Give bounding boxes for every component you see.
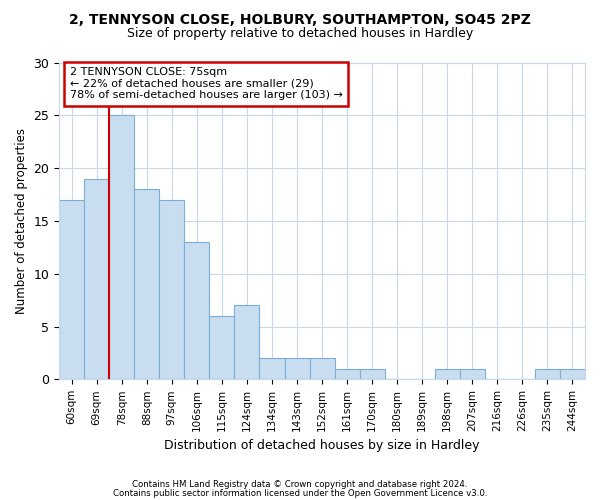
Bar: [535, 369, 560, 380]
Y-axis label: Number of detached properties: Number of detached properties: [15, 128, 28, 314]
Bar: [310, 358, 335, 380]
Text: Size of property relative to detached houses in Hardley: Size of property relative to detached ho…: [127, 28, 473, 40]
Bar: [184, 242, 209, 380]
Bar: [259, 358, 284, 380]
Bar: [359, 369, 385, 380]
Text: Contains HM Land Registry data © Crown copyright and database right 2024.: Contains HM Land Registry data © Crown c…: [132, 480, 468, 489]
Bar: [235, 306, 259, 380]
Text: 2, TENNYSON CLOSE, HOLBURY, SOUTHAMPTON, SO45 2PZ: 2, TENNYSON CLOSE, HOLBURY, SOUTHAMPTON,…: [69, 12, 531, 26]
Bar: [209, 316, 235, 380]
Bar: [460, 369, 485, 380]
Text: Contains public sector information licensed under the Open Government Licence v3: Contains public sector information licen…: [113, 489, 487, 498]
Bar: [560, 369, 585, 380]
Bar: [109, 116, 134, 380]
Bar: [284, 358, 310, 380]
Bar: [59, 200, 84, 380]
X-axis label: Distribution of detached houses by size in Hardley: Distribution of detached houses by size …: [164, 440, 480, 452]
Bar: [435, 369, 460, 380]
Bar: [335, 369, 359, 380]
Bar: [134, 189, 160, 380]
Text: 2 TENNYSON CLOSE: 75sqm
← 22% of detached houses are smaller (29)
78% of semi-de: 2 TENNYSON CLOSE: 75sqm ← 22% of detache…: [70, 68, 343, 100]
Bar: [84, 178, 109, 380]
Bar: [160, 200, 184, 380]
